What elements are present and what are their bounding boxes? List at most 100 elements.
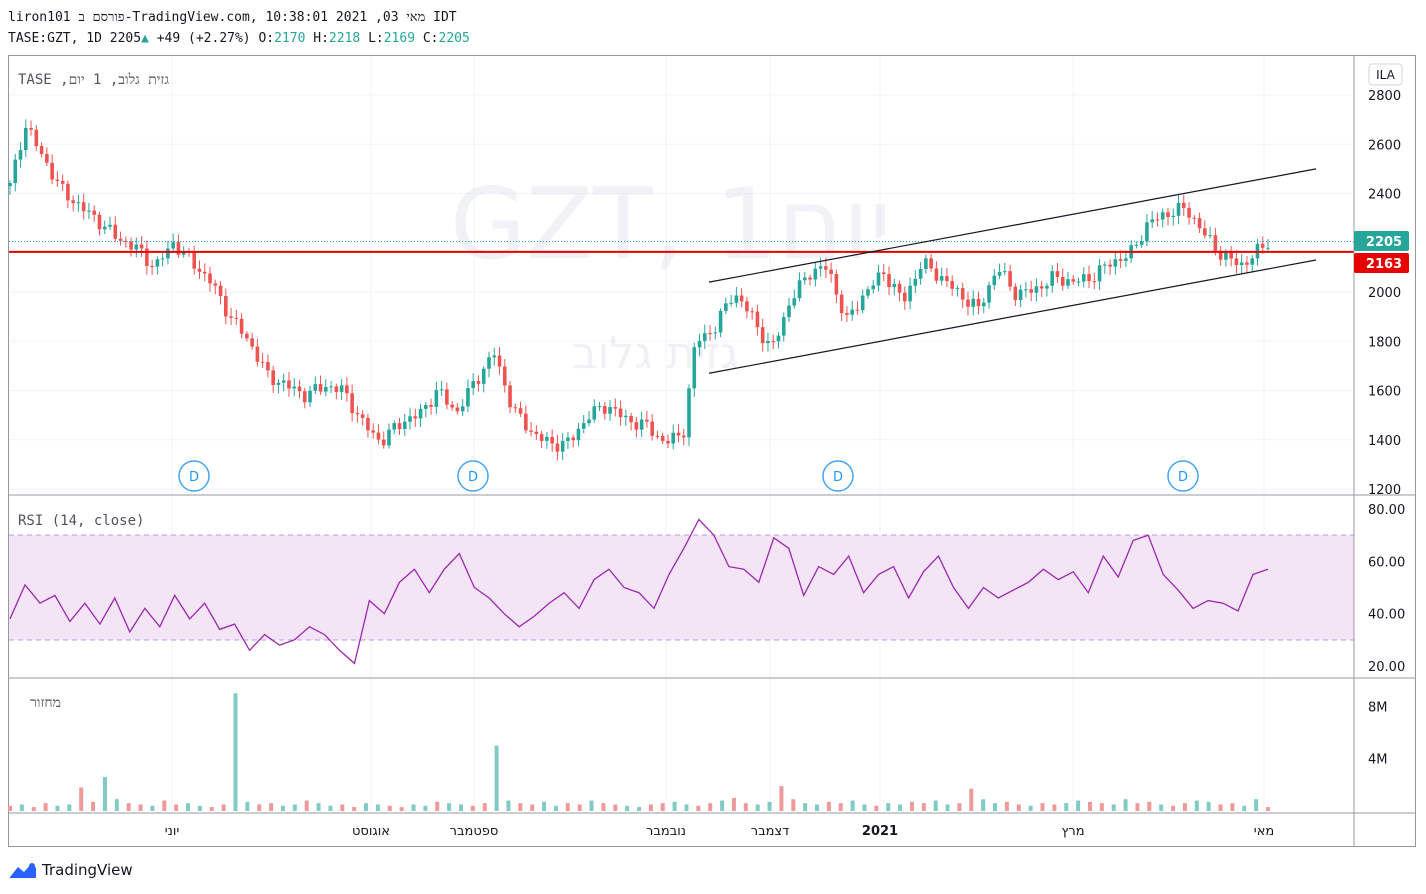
candle-body: [123, 240, 128, 242]
candle-body: [708, 333, 712, 335]
candle-body: [234, 317, 239, 319]
candle-body: [118, 238, 123, 241]
candle-body: [529, 430, 533, 432]
candle-body: [876, 272, 881, 286]
rsi-tick: 60.00: [1368, 555, 1405, 570]
volume-bar: [637, 807, 641, 811]
candle-body: [897, 283, 902, 293]
volume-bar: [1266, 807, 1270, 811]
candle-body: [481, 368, 486, 384]
candle-body: [634, 422, 639, 430]
volume-bar: [43, 803, 48, 811]
time-tick: נובמבר: [646, 824, 686, 839]
dividend-icon: [178, 460, 210, 492]
candle-body: [350, 393, 354, 414]
candle-body: [513, 407, 518, 409]
volume-bar: [399, 807, 404, 811]
volume-bar: [162, 800, 167, 811]
candle-body: [355, 413, 360, 415]
candle-body: [992, 275, 997, 286]
candle-body: [160, 258, 165, 260]
candle-body: [745, 301, 749, 312]
volume-bar: [1064, 803, 1069, 811]
candle-body: [771, 341, 776, 343]
candle-body: [345, 385, 349, 394]
candle-body: [966, 299, 970, 307]
volume-bar: [482, 803, 487, 811]
candle-body: [639, 419, 644, 430]
candle-body: [776, 335, 781, 342]
volume-bar: [815, 804, 820, 811]
candle-body: [739, 295, 744, 302]
candle-body: [102, 226, 107, 230]
candle-body: [302, 391, 307, 403]
last-price-tag: [1354, 231, 1409, 251]
candle-body: [1103, 264, 1107, 266]
volume-bar: [767, 801, 772, 811]
volume-bar: [1040, 803, 1045, 811]
volume-bar: [696, 805, 701, 811]
volume-bar: [993, 803, 998, 811]
volume-bar: [1182, 803, 1187, 811]
volume-bar: [530, 804, 535, 811]
candle-body: [108, 224, 112, 227]
candle-body: [734, 295, 739, 303]
ohlc-legend: TASE:GZT, 1D 2205▲ +49 (+2.27%) O:2170 H…: [8, 31, 470, 46]
candle-body: [1192, 217, 1197, 219]
candle-body: [402, 421, 407, 429]
volume-bar: [1099, 803, 1104, 811]
channel-upper-line[interactable]: [708, 168, 1317, 283]
candle-body: [334, 386, 339, 392]
candle-body: [39, 146, 44, 155]
time-tick: מאי: [1254, 824, 1274, 839]
dividend-icon: [1167, 460, 1199, 492]
channel-lower-line[interactable]: [708, 259, 1317, 374]
tradingview-footer[interactable]: TradingView: [8, 860, 133, 880]
currency-button[interactable]: [1368, 63, 1403, 86]
watermark-symbol: GZT, 1יום: [450, 168, 891, 282]
candle-body: [429, 405, 433, 407]
candle-body: [308, 390, 312, 403]
volume-bar: [1218, 804, 1223, 811]
candle-body: [592, 406, 597, 420]
candle-body: [1050, 271, 1054, 286]
candle-body: [1250, 258, 1255, 265]
candle-body: [192, 252, 197, 269]
candle-body: [908, 285, 912, 302]
candle-body: [1034, 286, 1039, 293]
candle-body: [855, 309, 860, 311]
price-tick: 1800: [1368, 335, 1401, 350]
candle-body: [860, 295, 865, 311]
candle-body: [397, 423, 402, 429]
high-value: 2218: [328, 31, 361, 46]
volume-bar: [565, 803, 570, 811]
candle-body: [97, 214, 102, 230]
price-axis: 12001400160018002000220024002600280020.0…: [1368, 89, 1405, 768]
volume-bar: [364, 803, 369, 811]
candle-body: [1245, 262, 1249, 265]
volume-bar: [292, 804, 297, 811]
publish-info: liron101 פורסם ב-TradingView.com, מאי 03…: [8, 10, 457, 25]
candle-body: [587, 419, 591, 424]
volume-bar: [67, 804, 72, 811]
candle-body: [602, 406, 607, 414]
candle-body: [218, 285, 223, 297]
candle-body: [434, 389, 439, 407]
rsi-tick: 20.00: [1368, 660, 1405, 675]
candle-body: [929, 258, 933, 269]
volume-bar: [1206, 801, 1211, 811]
close-value: 2205: [438, 31, 470, 46]
candle-body: [550, 436, 554, 444]
candle-body: [903, 292, 907, 302]
volume-bar: [648, 804, 653, 811]
candle-body: [1155, 219, 1160, 221]
candle-body: [176, 242, 181, 255]
candle-body: [724, 303, 728, 311]
candle-body: [492, 355, 497, 358]
candle-body: [666, 440, 670, 444]
candle-body: [655, 435, 660, 437]
candle-body: [1081, 274, 1086, 282]
currency-label: ILA: [1376, 68, 1396, 82]
candle-body: [1187, 207, 1191, 218]
